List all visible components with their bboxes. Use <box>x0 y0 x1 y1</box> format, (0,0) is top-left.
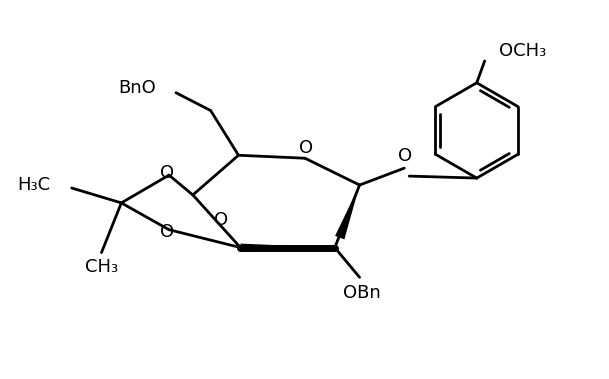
Text: O: O <box>160 164 174 182</box>
Polygon shape <box>335 185 359 240</box>
Text: O: O <box>160 223 174 241</box>
Text: O: O <box>398 147 412 165</box>
Text: OCH₃: OCH₃ <box>499 42 546 60</box>
Polygon shape <box>241 244 335 252</box>
Text: CH₃: CH₃ <box>85 258 118 276</box>
Text: O: O <box>299 139 313 157</box>
Text: H₃C: H₃C <box>17 176 50 194</box>
Text: BnO: BnO <box>118 79 156 97</box>
Text: O: O <box>214 211 228 229</box>
Text: OBn: OBn <box>343 284 381 302</box>
